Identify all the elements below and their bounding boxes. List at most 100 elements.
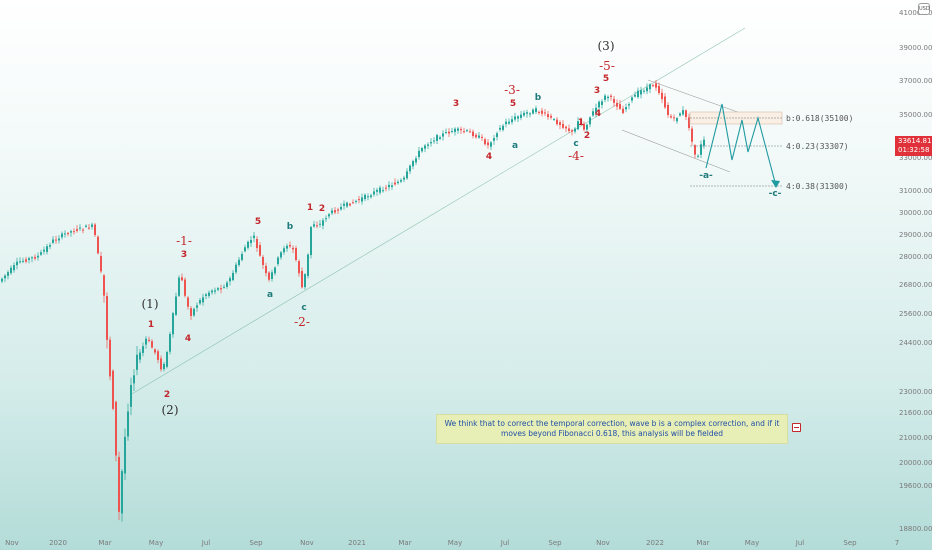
y-tick-label: 21600.00 <box>899 409 932 417</box>
candle-body <box>70 231 72 233</box>
candle-body <box>415 158 417 163</box>
candle-body <box>43 249 45 252</box>
candle-body <box>652 85 654 87</box>
wave-label: 1 <box>307 203 313 213</box>
candle-body <box>40 252 42 255</box>
time-axis[interactable]: Nov 2020 Mar May Jul Sep Nov 2021 Mar May Jul Sep No… <box>5 539 899 547</box>
candle-body <box>55 239 57 241</box>
candle-body <box>247 241 249 248</box>
candle-body <box>331 210 333 214</box>
wave-label: a <box>512 141 518 151</box>
candle-body <box>634 94 636 97</box>
candle-body <box>337 209 339 211</box>
candle-body <box>73 231 75 233</box>
wave-label: (3) <box>598 39 615 53</box>
wave-label: -2- <box>294 315 310 329</box>
candle-body <box>160 358 162 370</box>
wave-label: -c- <box>769 189 782 199</box>
candle-body <box>334 210 336 213</box>
candle-body <box>382 190 384 192</box>
candle-body <box>367 196 369 198</box>
candle-body <box>343 203 345 206</box>
candle-body <box>478 135 480 138</box>
candle-body <box>277 257 279 265</box>
x-tick-label: Sep <box>548 539 562 547</box>
candle-body <box>178 277 180 296</box>
x-tick-label: May <box>745 539 759 547</box>
candle-body <box>37 255 39 258</box>
candle-body <box>385 187 387 189</box>
candle-body <box>316 225 318 227</box>
candle-body <box>25 259 27 262</box>
candle-body <box>526 112 528 114</box>
candle-body <box>346 202 348 207</box>
y-tick-label: 28000.00 <box>899 253 932 261</box>
candle-body <box>256 238 258 249</box>
candle-body <box>550 115 552 118</box>
candlestick-series <box>1 80 705 522</box>
price-axis[interactable]: 41000.00 39000.00 37000.00 35000.00 33000.00… <box>899 9 932 533</box>
candle-body <box>418 150 420 158</box>
candle-body <box>502 125 504 130</box>
x-tick-label: Sep <box>249 539 263 547</box>
candle-body <box>184 279 186 296</box>
candle-body <box>286 245 288 249</box>
candle-body <box>469 131 471 133</box>
wave-label: c <box>301 303 306 313</box>
note-icon[interactable] <box>792 423 801 432</box>
candle-body <box>682 110 684 115</box>
wave-label: 4 <box>185 334 191 344</box>
candle-body <box>328 214 330 217</box>
candle-body <box>175 296 177 315</box>
x-tick-label: 2022 <box>646 539 664 547</box>
y-tick-label: 41000.00 <box>899 9 932 17</box>
y-tick-label: 37000.00 <box>899 77 932 85</box>
candle-body <box>88 227 90 229</box>
candle-body <box>205 294 207 296</box>
candle-body <box>457 128 459 131</box>
candle-body <box>370 195 372 198</box>
candle-body <box>664 96 666 108</box>
candle-body <box>643 90 645 92</box>
candle-body <box>490 142 492 147</box>
x-tick-label: Jul <box>795 539 805 547</box>
candle-body <box>544 112 546 114</box>
wave-label: b <box>287 222 294 232</box>
candle-body <box>694 145 696 155</box>
x-tick-label: Mar <box>696 539 709 547</box>
candle-body <box>283 248 285 253</box>
candle-body <box>265 265 267 274</box>
candle-body <box>421 148 423 152</box>
candle-body <box>562 124 564 128</box>
candle-body <box>433 140 435 142</box>
candle-body <box>208 292 210 296</box>
candle-body <box>574 128 576 132</box>
candle-body <box>226 282 228 287</box>
candle-body <box>67 232 69 235</box>
candle-body <box>355 200 357 202</box>
projection-path <box>705 103 777 187</box>
candle-body <box>28 258 30 260</box>
candle-body <box>325 218 327 220</box>
candle-body <box>22 260 24 262</box>
candle-body <box>676 118 678 122</box>
candle-body <box>511 119 513 123</box>
y-tick-label: 31000.00 <box>899 187 932 195</box>
candle-body <box>577 121 579 130</box>
candle-body <box>253 235 255 239</box>
candle-body <box>610 95 612 98</box>
candle-body <box>493 138 495 141</box>
analysis-note[interactable]: We think that to correct the temporal co… <box>436 414 788 444</box>
x-tick-label: May <box>448 539 462 547</box>
candle-body <box>451 131 453 133</box>
candle-body <box>514 116 516 120</box>
candle-body <box>13 265 15 271</box>
candle-body <box>154 349 156 353</box>
currency-badge[interactable]: USD <box>918 3 930 15</box>
candle-body <box>628 104 630 106</box>
candle-body <box>295 248 297 260</box>
wave-label: 3 <box>453 99 459 109</box>
candle-body <box>235 264 237 273</box>
